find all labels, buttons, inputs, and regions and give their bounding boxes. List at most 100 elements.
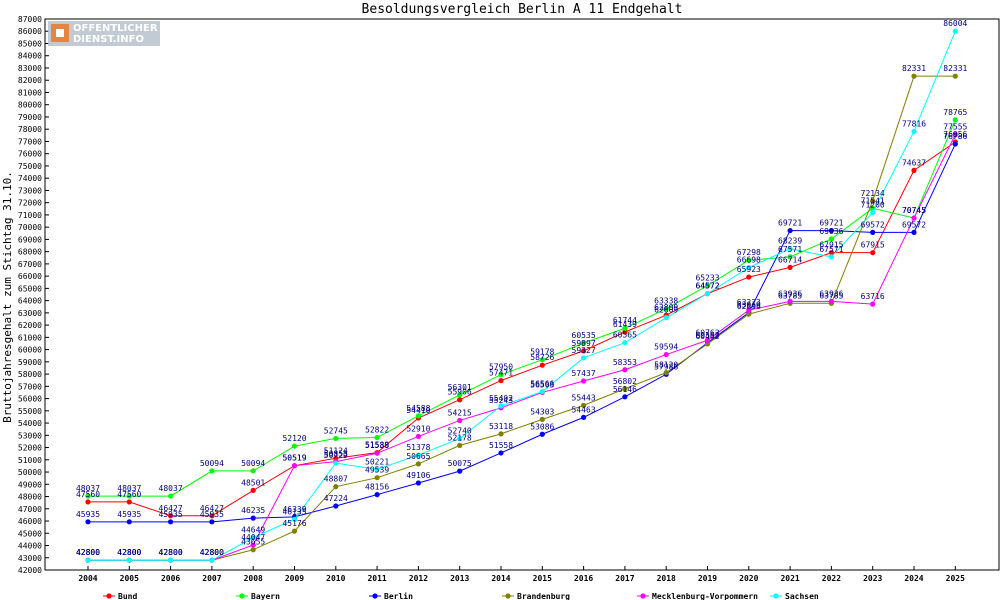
data-label: 42800: [200, 548, 224, 557]
data-label: 67571: [778, 245, 802, 254]
data-label: 47224: [324, 494, 348, 503]
y-tick-label: 59000: [18, 358, 42, 367]
data-point: [250, 515, 256, 521]
data-label: 60763: [695, 328, 719, 337]
data-label: 59327: [572, 346, 596, 355]
data-label: 54463: [572, 405, 596, 414]
y-tick-label: 46000: [18, 517, 42, 526]
data-label: 45935: [200, 510, 224, 519]
data-label: 62609: [654, 306, 678, 315]
data-label: 69572: [861, 220, 885, 229]
y-tick-label: 71000: [18, 211, 42, 220]
data-label: 50665: [406, 452, 430, 461]
data-label: 49106: [406, 471, 430, 480]
x-tick-label: 2004: [78, 574, 97, 583]
data-label: 67571: [819, 245, 843, 254]
y-tick-label: 66000: [18, 272, 42, 281]
data-point: [911, 229, 917, 235]
data-label: 51589: [365, 441, 389, 450]
data-point: [581, 355, 587, 361]
data-label: 50519: [282, 454, 306, 463]
data-label: 63785: [819, 291, 843, 300]
data-label: 45935: [117, 510, 141, 519]
data-label: 42800: [200, 548, 224, 557]
chart-title: Besoldungsvergleich Berlin A 11 Endgehal…: [362, 2, 683, 17]
data-label: 52120: [282, 434, 306, 443]
y-tick-label: 70000: [18, 223, 42, 232]
data-point: [126, 519, 132, 525]
legend: Bund Bayern Berlin Brandenburg Mecklenburg-V…: [103, 591, 819, 600]
data-label: 86004: [943, 19, 967, 28]
data-point: [622, 394, 628, 400]
data-label: 42800: [159, 548, 183, 557]
data-point: [415, 461, 421, 467]
x-tick-label: 2007: [202, 574, 221, 583]
legend-marker: [505, 593, 511, 599]
data-point: [911, 215, 917, 221]
data-point: [828, 254, 835, 260]
data-label: 67915: [819, 241, 843, 250]
data-point: [581, 402, 587, 408]
data-point: [168, 557, 174, 563]
y-tick-label: 52000: [18, 444, 42, 453]
data-point: [870, 198, 876, 204]
data-label: 69572: [902, 220, 926, 229]
y-tick-label: 65000: [18, 284, 42, 293]
data-point: [622, 367, 628, 373]
data-label: 59178: [530, 348, 554, 357]
y-tick-label: 74000: [18, 174, 42, 183]
data-point: [457, 468, 463, 474]
data-label: 52822: [365, 425, 389, 434]
data-point: [457, 442, 463, 448]
data-label: 65233: [695, 274, 719, 283]
data-label: 60565: [613, 331, 637, 340]
y-tick-label: 73000: [18, 186, 42, 195]
data-label: 55402: [489, 394, 513, 403]
data-point: [787, 264, 793, 270]
data-point: [952, 141, 958, 147]
data-point: [291, 463, 298, 469]
series-brandenburg: [85, 73, 958, 563]
x-tick-label: 2014: [491, 574, 510, 583]
series-sachsen: [85, 28, 958, 563]
data-label: 46339: [282, 505, 306, 514]
y-tick-label: 77000: [18, 137, 42, 146]
data-point: [374, 466, 380, 472]
data-point: [126, 499, 132, 505]
data-label: 58120: [654, 361, 678, 370]
data-point: [374, 475, 380, 481]
legend-marker: [640, 593, 646, 599]
data-point: [911, 167, 917, 173]
data-labels: 45935 45935 45935 45935 46235 46339 47224 48156…: [76, 132, 968, 519]
x-tick-label: 2020: [739, 574, 758, 583]
x-tick-label: 2022: [822, 574, 841, 583]
data-label: 77816: [902, 119, 926, 128]
data-point: [870, 209, 876, 216]
y-tick-label: 43000: [18, 554, 42, 563]
y-tick-label: 50000: [18, 468, 42, 477]
logo-icon: [51, 24, 69, 42]
data-point: [250, 547, 256, 553]
data-point: [870, 229, 876, 235]
y-tick-label: 76000: [18, 150, 42, 159]
data-label: 51124: [324, 446, 348, 455]
data-point: [828, 236, 835, 242]
data-label: 42800: [117, 548, 141, 557]
legend-label: Bayern: [251, 592, 280, 600]
data-point: [952, 117, 958, 123]
y-tick-label: 64000: [18, 297, 42, 306]
data-point: [250, 487, 256, 493]
data-label: 47560: [117, 490, 141, 499]
series-berlin: [85, 141, 958, 525]
data-label: 82331: [943, 64, 967, 73]
data-label: 48037: [117, 484, 141, 493]
data-point: [622, 386, 628, 392]
data-label: 46235: [241, 506, 265, 515]
y-tick-label: 62000: [18, 321, 42, 330]
legend-marker: [106, 593, 112, 599]
data-label: 63936: [819, 289, 843, 298]
data-point: [911, 128, 917, 135]
data-point: [787, 254, 793, 260]
data-label: 68239: [778, 237, 802, 246]
data-label: 57950: [489, 363, 513, 372]
